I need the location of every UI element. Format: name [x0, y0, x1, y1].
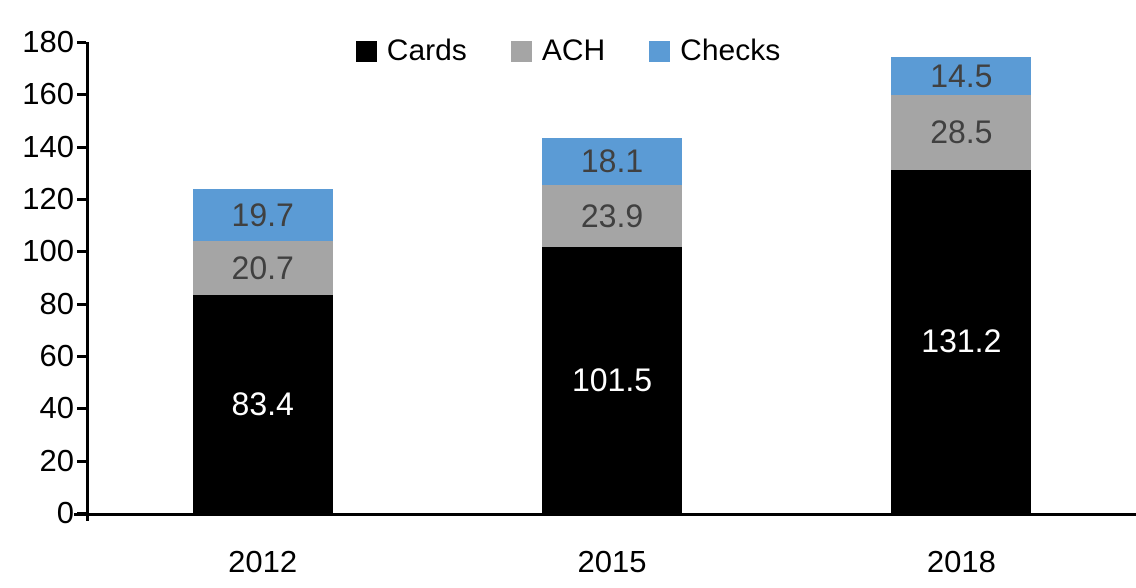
y-axis-tick: [77, 407, 86, 411]
y-axis-tick-label: 40: [39, 390, 74, 426]
legend-swatch-checks: [649, 40, 671, 62]
bar-value-label: 83.4: [231, 385, 294, 422]
legend-label: ACH: [541, 34, 606, 67]
y-axis-tick-label: 100: [22, 233, 74, 269]
y-axis-tick-label: 80: [39, 285, 74, 321]
x-axis-label-2015: 2015: [577, 544, 647, 579]
legend-swatch-ach: [510, 40, 532, 62]
y-axis-tick: [77, 41, 86, 44]
y-axis-tick-label: 120: [22, 181, 74, 216]
y-axis-tick: [77, 145, 86, 149]
bar-value-label: 131.2: [921, 323, 1002, 360]
bar-segment-2018-ach: 28.5: [891, 95, 1032, 170]
y-axis-tick: [77, 302, 86, 306]
legend-label: Cards: [386, 34, 467, 67]
x-axis-label-2012: 2012: [228, 544, 298, 579]
legend-item-checks: Checks: [649, 36, 780, 66]
y-axis-tick-label: 20: [39, 442, 74, 478]
x-axis-origin-tick: [86, 513, 89, 521]
y-axis-tick: [77, 250, 86, 254]
x-axis-line: [74, 513, 1136, 516]
bar-value-label: 28.5: [930, 114, 993, 151]
y-axis-tick-label: 0: [56, 495, 74, 530]
legend-swatch-cards: [355, 40, 377, 62]
x-axis-label-2018: 2018: [926, 544, 996, 579]
y-axis-tick-label: 180: [22, 24, 74, 59]
y-axis-tick: [77, 459, 86, 463]
y-axis-line: [86, 42, 89, 521]
bar-value-label: 20.7: [231, 249, 294, 286]
bar-segment-2015-ach: 23.9: [542, 184, 682, 248]
bar-segment-2012-ach: 20.7: [192, 240, 333, 295]
legend-item-cards: Cards: [355, 34, 467, 67]
y-axis-tick: [77, 93, 86, 97]
bar-segment-2015-cards: 101.5: [542, 247, 682, 513]
legend-item-ach: ACH: [510, 34, 606, 67]
y-axis-tick-label: 60: [39, 338, 74, 373]
legend-label: Checks: [680, 34, 781, 67]
y-axis-tick: [77, 512, 86, 515]
bar-segment-2018-checks: 14.5: [891, 57, 1032, 96]
bar-value-label: 23.9: [580, 198, 644, 235]
chart-legend: Cards ACH Checks: [0, 36, 1136, 66]
bar-segment-2015-checks: 18.1: [542, 137, 682, 185]
bar-value-label: 19.7: [231, 196, 294, 233]
y-axis-tick: [77, 198, 86, 201]
bar-value-label: 18.1: [580, 143, 644, 180]
bar-segment-2012-cards: 83.4: [192, 294, 333, 513]
y-axis-tick-label: 140: [22, 128, 74, 164]
bar-segment-2018-cards: 131.2: [891, 169, 1032, 513]
y-axis-tick-label: 160: [22, 76, 74, 112]
y-axis-tick: [77, 355, 86, 358]
bar-value-label: 101.5: [571, 362, 653, 399]
bar-segment-2012-checks: 19.7: [192, 189, 333, 241]
bar-value-label: 14.5: [930, 58, 993, 95]
